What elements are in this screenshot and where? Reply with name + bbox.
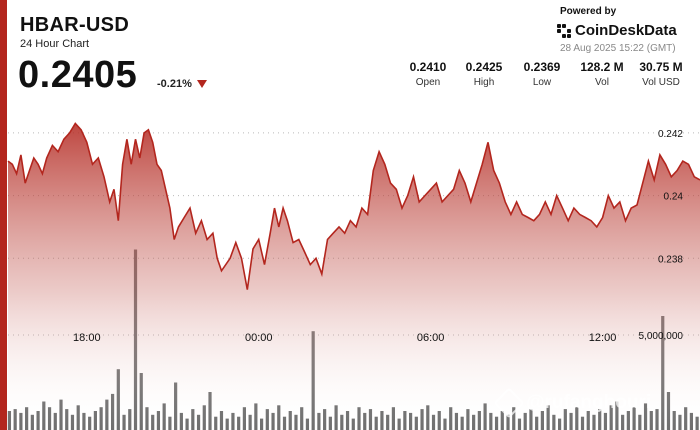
stat-low: 0.2369 Low: [512, 60, 572, 88]
stat-value: 0.2425: [465, 60, 503, 74]
price-area: [8, 123, 700, 430]
timestamp: 28 Aug 2025 15:22 (GMT): [560, 43, 676, 54]
current-price: 0.2405: [18, 54, 138, 96]
time-tick-label: 00:00: [245, 332, 273, 344]
stat-label: Vol USD: [642, 77, 680, 88]
stat-label: Low: [532, 77, 552, 88]
price-change: -0.21%: [157, 78, 192, 90]
brand-logo[interactable]: CoinDeskData: [557, 22, 677, 39]
chart-subtitle: 24 Hour Chart: [20, 38, 90, 50]
watermark-text: @rufanghouri: [526, 392, 652, 413]
coindesk-logo-icon: [557, 23, 571, 38]
time-tick-label: 06:00: [417, 332, 445, 344]
stat-vol-usd: 30.75 M Vol USD: [631, 60, 691, 88]
stat-open: 0.2410 Open: [398, 60, 458, 88]
powered-by-label: Powered by: [560, 6, 617, 17]
price-tick-label: 0.242: [658, 129, 683, 140]
price-axis-labels: 0.242 0.24 0.238 5,000,000: [639, 129, 684, 342]
stat-label: High: [473, 77, 495, 88]
volume-tick-label: 5,000,000: [639, 331, 684, 342]
brand-name: CoinDeskData: [575, 22, 677, 39]
stat-high: 0.2425 High: [454, 60, 514, 88]
accent-bar: [0, 0, 7, 430]
time-tick-label: 18:00: [73, 332, 101, 344]
watermark-icon: [493, 387, 525, 419]
watermark: @rufanghouri: [493, 387, 652, 419]
stat-vol: 128.2 M Vol: [572, 60, 632, 88]
stat-value: 0.2410: [409, 60, 447, 74]
stat-value: 128.2 M: [580, 60, 624, 74]
stat-value: 0.2369: [523, 60, 561, 74]
time-axis-labels: 18:00 00:00 06:00 12:00: [73, 332, 616, 344]
stat-label: Vol: [595, 77, 609, 88]
down-arrow-icon: [197, 80, 207, 88]
price-tick-label: 0.238: [658, 254, 683, 265]
price-line: [7, 122, 700, 290]
time-tick-label: 12:00: [589, 332, 617, 344]
stat-value: 30.75 M: [639, 60, 683, 74]
stat-label: Open: [415, 77, 441, 88]
price-tick-label: 0.24: [664, 192, 684, 203]
pair-title: HBAR-USD: [20, 14, 130, 36]
